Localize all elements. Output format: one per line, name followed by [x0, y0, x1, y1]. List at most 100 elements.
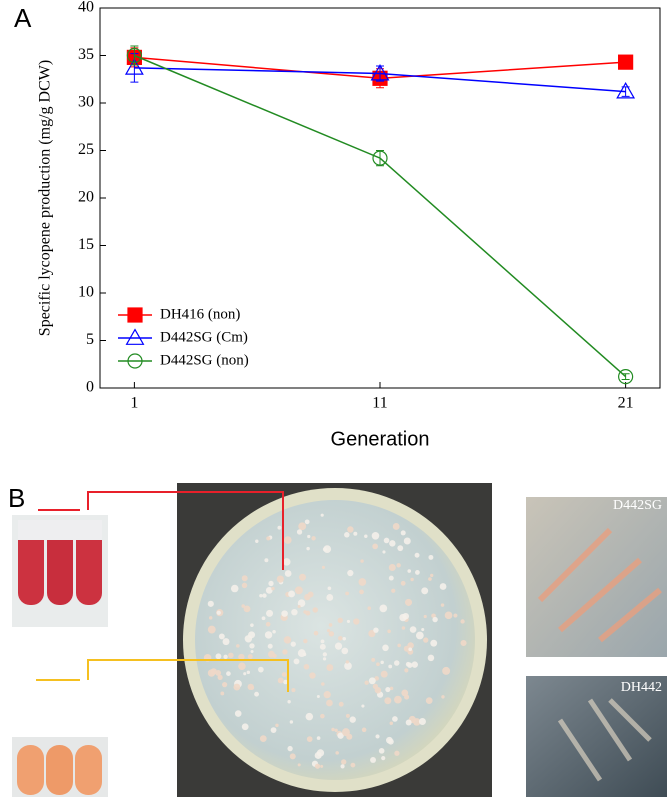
colony: [396, 563, 401, 568]
colony: [287, 700, 291, 704]
y-tick-label: 35: [78, 46, 94, 63]
colony: [364, 534, 368, 539]
colony: [338, 701, 344, 707]
colony: [373, 627, 379, 633]
colony: [319, 643, 326, 650]
colony: [397, 643, 401, 648]
colony: [223, 654, 228, 660]
colony: [349, 716, 356, 723]
colony: [255, 539, 259, 543]
colony: [303, 610, 307, 614]
colony: [243, 672, 247, 676]
colony: [334, 642, 343, 650]
colony: [283, 636, 292, 644]
colony: [222, 638, 230, 646]
x-tick-label: 21: [618, 395, 634, 412]
photo-plate: [177, 483, 492, 797]
colony: [272, 653, 277, 658]
colony: [303, 638, 308, 644]
colony: [323, 545, 332, 554]
colony: [277, 677, 284, 684]
photo-label: D442SG: [613, 498, 662, 513]
colony: [316, 695, 320, 699]
colony: [345, 713, 350, 718]
colony: [236, 644, 240, 648]
colony: [388, 664, 393, 669]
colony: [383, 537, 390, 544]
marker: [126, 47, 142, 64]
legend-label: D442SG (Cm): [160, 329, 248, 345]
legend-marker: [127, 307, 143, 323]
colony: [243, 605, 251, 613]
colony: [241, 723, 249, 731]
colony: [258, 666, 264, 673]
colony: [347, 569, 354, 577]
colony: [208, 616, 213, 620]
colony: [207, 625, 216, 634]
marker: [370, 63, 390, 81]
colony: [297, 763, 301, 767]
colony: [364, 680, 369, 685]
colony: [321, 682, 325, 686]
colony: [368, 677, 376, 685]
colony: [421, 627, 425, 632]
colony: [353, 618, 360, 625]
colony: [344, 532, 350, 538]
colony: [265, 621, 271, 627]
colony: [380, 670, 388, 678]
colony: [304, 519, 310, 525]
colony: [276, 575, 284, 583]
colony: [444, 611, 453, 620]
colony: [303, 663, 310, 670]
colony: [296, 529, 303, 535]
colony: [370, 756, 377, 763]
colony: [387, 629, 391, 634]
x-axis-label: Generation: [331, 428, 430, 450]
panel-label: A: [14, 3, 32, 33]
colony: [254, 691, 259, 697]
colony: [353, 531, 358, 536]
colony: [368, 629, 376, 638]
colony: [385, 686, 391, 693]
colony: [379, 604, 388, 613]
colony: [320, 764, 324, 768]
y-tick-label: 0: [86, 379, 94, 396]
colony: [241, 575, 248, 582]
colony: [384, 697, 392, 705]
colony: [400, 530, 406, 536]
colony: [341, 728, 350, 737]
colony: [460, 639, 467, 647]
colony: [284, 570, 292, 577]
colony: [389, 721, 394, 726]
colony: [344, 662, 352, 670]
colony: [407, 642, 414, 649]
colony: [268, 580, 274, 587]
colony: [371, 657, 376, 662]
colony: [350, 762, 356, 768]
colony: [415, 631, 424, 640]
colony: [305, 712, 314, 721]
colony: [326, 594, 334, 601]
colony: [380, 660, 384, 665]
colony: [281, 610, 288, 617]
colony: [341, 759, 347, 765]
colony: [247, 654, 253, 660]
colony: [453, 613, 458, 618]
y-tick-label: 20: [78, 189, 94, 206]
colony: [342, 637, 346, 641]
colony: [430, 573, 434, 578]
colony: [378, 748, 385, 754]
legend-label: DH416 (non): [160, 306, 240, 322]
y-tick-label: 25: [78, 141, 94, 158]
colony: [335, 751, 339, 755]
colony: [291, 608, 298, 616]
colony: [284, 536, 292, 544]
colony: [394, 750, 400, 756]
colony: [272, 629, 276, 634]
colony: [441, 695, 445, 699]
colony: [306, 736, 313, 742]
colony: [345, 591, 350, 596]
colony: [298, 522, 307, 531]
colony: [371, 531, 380, 540]
marker: [124, 58, 144, 75]
